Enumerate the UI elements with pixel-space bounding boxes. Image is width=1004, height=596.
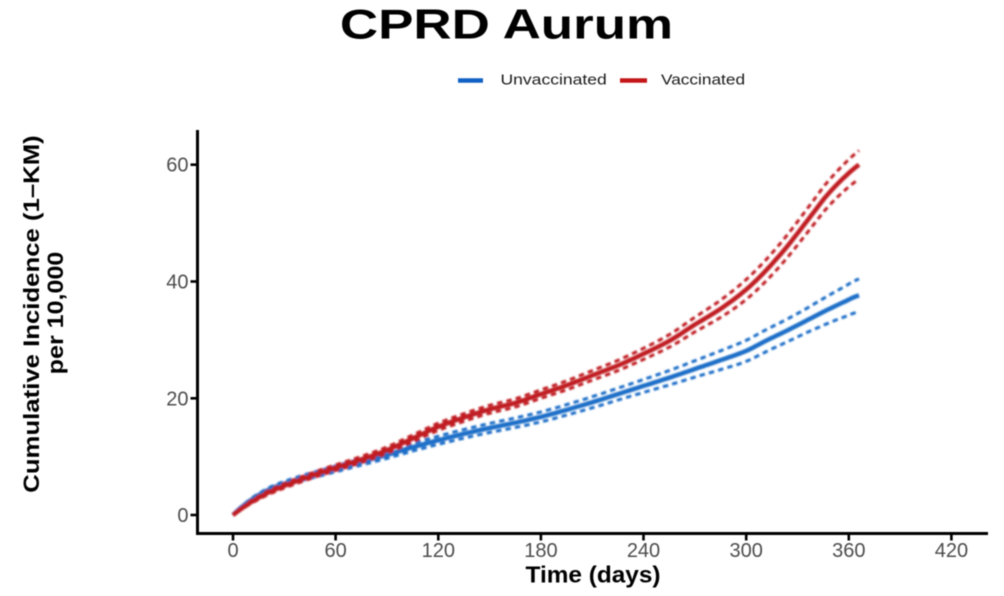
svg-text:60: 60 (166, 155, 188, 177)
svg-text:0: 0 (227, 540, 238, 562)
svg-text:120: 120 (422, 540, 455, 562)
svg-text:420: 420 (935, 540, 968, 562)
svg-text:per 10,000: per 10,000 (43, 252, 67, 375)
svg-text:Vaccinated: Vaccinated (661, 72, 745, 89)
svg-text:20: 20 (166, 388, 188, 410)
svg-text:240: 240 (627, 540, 660, 562)
svg-text:40: 40 (166, 272, 188, 294)
svg-text:60: 60 (324, 540, 346, 562)
svg-text:CPRD Aurum: CPRD Aurum (340, 2, 673, 49)
svg-text:180: 180 (524, 540, 557, 562)
svg-text:Cumulative Incidence (1–KM): Cumulative Incidence (1–KM) (20, 135, 45, 493)
svg-text:300: 300 (730, 540, 763, 562)
svg-text:Time (days): Time (days) (526, 563, 661, 588)
svg-text:Unvaccinated: Unvaccinated (501, 72, 607, 89)
svg-text:360: 360 (832, 540, 865, 562)
svg-text:0: 0 (177, 505, 188, 527)
